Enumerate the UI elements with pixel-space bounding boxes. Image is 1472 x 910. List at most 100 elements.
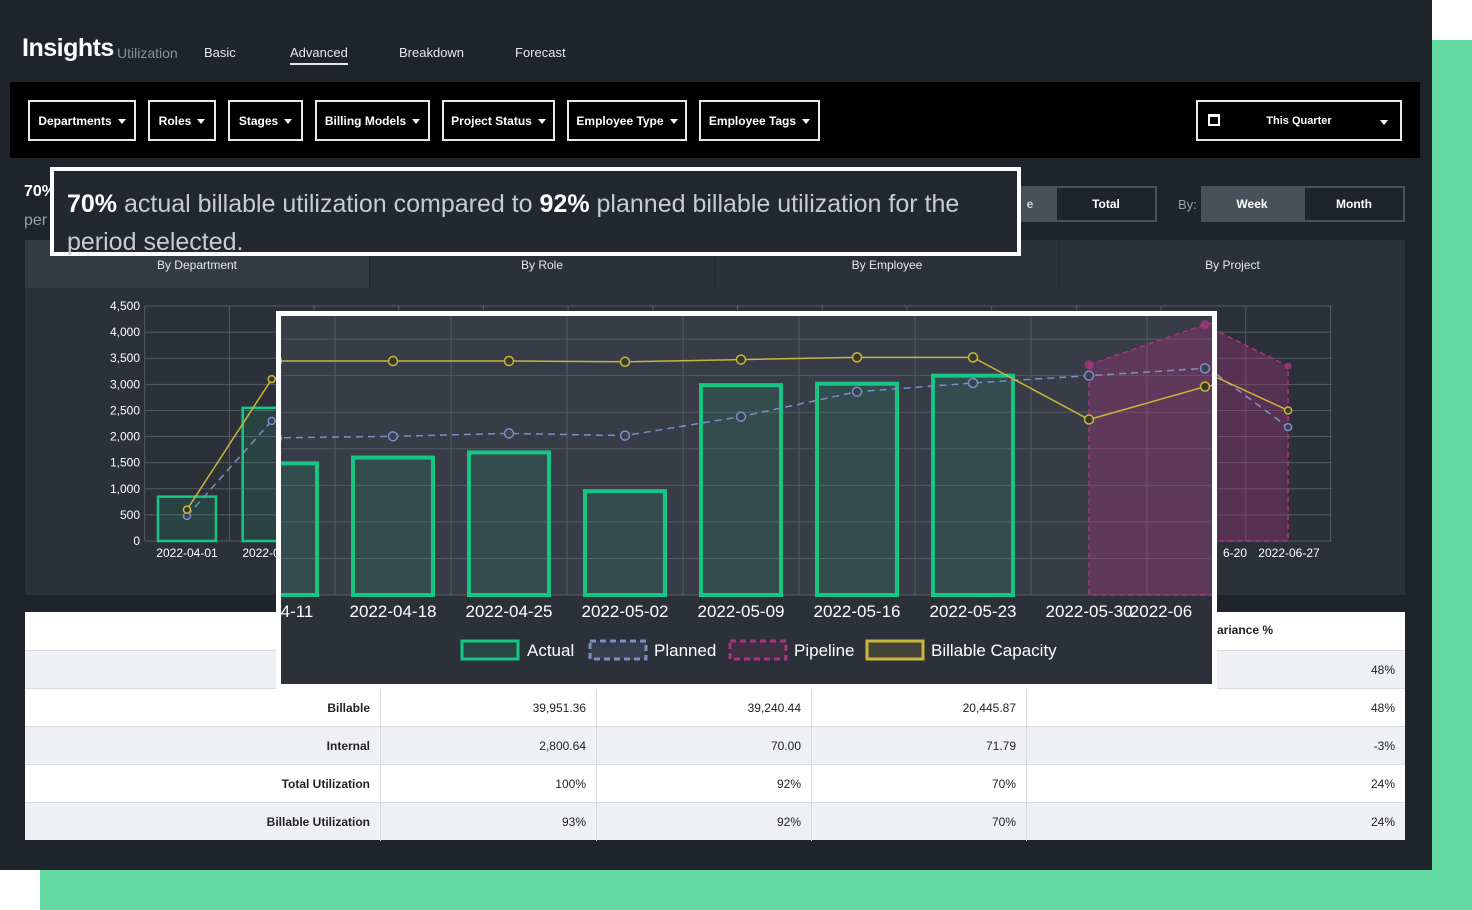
billable-capacity-point — [967, 352, 979, 363]
planned-percent: 92% — [539, 190, 590, 218]
x-tick-label: 2022-05-23 — [930, 602, 1017, 621]
planned-line — [281, 366, 1212, 439]
y-tick-label: 4,000 — [110, 325, 140, 339]
row-label: Billable Utilization — [266, 815, 370, 829]
stages-dropdown[interactable]: Stages — [228, 100, 303, 141]
table-cell: 100% — [380, 765, 596, 803]
roles-dropdown[interactable]: Roles — [148, 100, 216, 141]
table-row: Billable Utilization 93% 92% 70% 24% — [25, 802, 1405, 841]
actual-percent: 70% — [67, 190, 118, 218]
app-subtitle: Utilization — [117, 45, 178, 61]
legend-swatch — [865, 639, 925, 661]
pipeline-point — [1200, 319, 1210, 329]
billable-capacity-point — [387, 355, 399, 367]
date-range-dropdown[interactable]: This Quarter — [1196, 100, 1402, 141]
by-label: By: — [1178, 197, 1197, 212]
x-tick-label: 2022-04-25 — [466, 602, 553, 621]
legend-label: Billable Capacity — [931, 641, 1057, 660]
legend-swatch — [728, 639, 788, 661]
plot-area — [281, 316, 1212, 595]
planned-point — [735, 411, 747, 422]
table-cell: 48% — [1026, 689, 1405, 727]
project-status-dropdown[interactable]: Project Status — [442, 100, 555, 141]
dropdown-label: Employee Tags — [708, 113, 797, 128]
table-cell: 92% — [596, 765, 811, 803]
billable-capacity-point — [281, 357, 283, 365]
x-tick-label: 2022-06-27 — [1258, 546, 1320, 560]
row-label: Total Utilization — [281, 777, 370, 791]
calendar-icon — [1208, 114, 1220, 126]
y-tick-label: 2,500 — [110, 403, 140, 417]
zoomed-chart-callout: 4-11 2022-04-18 2022-04-25 2022-05-02 2022-0… — [276, 311, 1217, 689]
caret-down-icon — [284, 118, 293, 124]
table-cell: 71.79 — [811, 727, 1026, 765]
table-header-variance: ariance % — [1217, 623, 1274, 637]
date-range-label: This Quarter — [1266, 115, 1332, 127]
row-label: Billable — [327, 701, 370, 715]
billing-models-dropdown[interactable]: Billing Models — [315, 100, 430, 141]
planned-point — [1283, 422, 1293, 432]
billable-capacity-point — [851, 352, 863, 363]
tab-forecast[interactable]: Forecast — [515, 45, 566, 60]
dropdown-label: Roles — [158, 113, 192, 128]
period-week-button[interactable]: Week — [1201, 186, 1303, 222]
table-row: Internal 2,800.64 70.00 71.79 -3% — [25, 726, 1405, 765]
tab-by-project[interactable]: By Project — [1205, 258, 1260, 272]
billable-capacity-point — [503, 355, 515, 367]
app-title: Insights — [22, 34, 114, 62]
planned-point — [387, 431, 399, 442]
caret-down-icon — [197, 118, 206, 124]
tab-by-employee[interactable]: By Employee — [715, 240, 1060, 288]
caret-down-icon — [117, 118, 126, 124]
planned-point — [281, 434, 283, 442]
employee-tags-dropdown[interactable]: Employee Tags — [699, 100, 820, 141]
filter-bar: Departments Roles Stages Billing Models … — [10, 82, 1420, 158]
table-cell: 70% — [811, 765, 1026, 803]
period-month-button[interactable]: Month — [1303, 186, 1405, 222]
legend-swatch — [588, 639, 648, 661]
toggle-total[interactable]: Total — [1055, 186, 1157, 222]
table-cell: 93% — [380, 803, 596, 841]
y-tick-label: 1,000 — [110, 482, 140, 496]
planned-point — [851, 386, 863, 398]
table-row: Total Utilization 100% 92% 70% 24% — [25, 764, 1405, 803]
table-cell: 39,240.44 — [596, 689, 811, 727]
row-label: Internal — [326, 739, 370, 753]
table-cell: 2,800.64 — [380, 727, 596, 765]
summary-text-1: actual billable utilization compared to — [124, 190, 533, 218]
tab-by-role[interactable]: By Role — [370, 240, 715, 288]
table-cell: 20,445.87 — [811, 689, 1026, 727]
zoomed-utilization-chart: 4-11 2022-04-18 2022-04-25 2022-05-02 2022-0… — [281, 316, 1212, 661]
x-tick-label: 2022-06 — [1130, 602, 1192, 621]
y-tick-label: 3,000 — [110, 377, 140, 391]
planned-point — [1199, 363, 1211, 374]
x-tick-label: 4-11 — [281, 602, 313, 621]
billable-capacity-point — [735, 354, 747, 365]
summary-text-2: planned billable utilization for the per… — [67, 190, 960, 256]
actual-bar — [815, 381, 899, 597]
y-tick-label: 4,500 — [110, 299, 140, 313]
legend-label: Planned — [654, 641, 716, 660]
y-tick-label: 3,500 — [110, 351, 140, 365]
y-tick-label: 500 — [120, 508, 140, 522]
table-cell: 70% — [811, 803, 1026, 841]
billable-capacity-point — [1083, 414, 1095, 425]
summary-percent: 70% — [24, 183, 57, 200]
employee-type-dropdown[interactable]: Employee Type — [567, 100, 687, 141]
billable-capacity-point — [1199, 381, 1211, 392]
caret-down-icon — [412, 118, 421, 124]
y-tick-label: 0 — [133, 534, 140, 548]
table-cell: 92% — [596, 803, 811, 841]
tab-advanced[interactable]: Advanced — [290, 45, 348, 65]
billable-capacity-point — [267, 374, 276, 384]
table-cell: 70.00 — [596, 727, 811, 765]
dropdown-label: Stages — [238, 113, 279, 128]
caret-down-icon — [802, 118, 811, 124]
actual-bar — [583, 489, 667, 597]
tab-basic[interactable]: Basic — [204, 45, 236, 60]
y-tick-label: 1,500 — [110, 456, 140, 470]
legend-label: Actual — [527, 641, 574, 660]
tab-breakdown[interactable]: Breakdown — [399, 45, 465, 60]
departments-dropdown[interactable]: Departments — [28, 100, 136, 141]
x-tick-label: 2022-05-09 — [698, 602, 785, 621]
